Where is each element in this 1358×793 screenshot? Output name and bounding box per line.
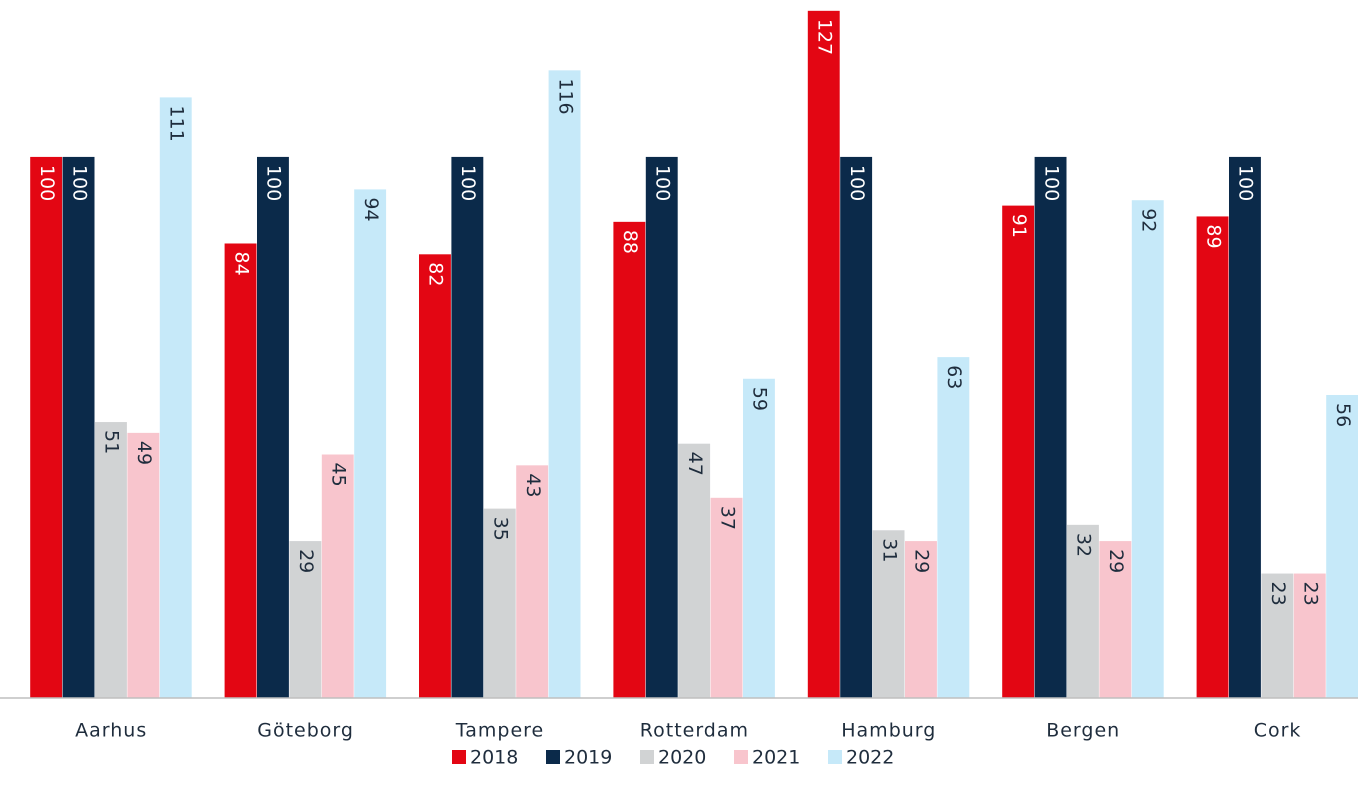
- bar: [1229, 156, 1261, 698]
- legend-label: 2020: [658, 747, 706, 769]
- bar: [95, 422, 127, 698]
- data-label: 29: [911, 549, 933, 573]
- bar: [678, 443, 711, 698]
- bar: [1293, 573, 1326, 698]
- legend-label: 2021: [752, 747, 800, 769]
- x-tick-label: Rotterdam: [640, 720, 749, 742]
- bar: [548, 70, 581, 699]
- data-label: 63: [943, 365, 965, 389]
- data-label: 100: [457, 165, 479, 201]
- data-label: 82: [425, 262, 447, 286]
- bar: [743, 378, 775, 698]
- bar: [1196, 216, 1229, 698]
- data-label: 45: [328, 463, 350, 487]
- x-tick-label: Tampere: [455, 720, 544, 742]
- data-label: 100: [846, 165, 868, 201]
- data-label: 35: [490, 517, 512, 541]
- data-label: 100: [652, 165, 674, 201]
- data-label: 49: [133, 441, 155, 465]
- bar: [127, 432, 160, 698]
- x-tick-label: Aarhus: [75, 720, 147, 742]
- data-label: 31: [878, 538, 900, 562]
- x-tick-label: Bergen: [1046, 720, 1120, 742]
- data-label: 37: [716, 506, 738, 530]
- data-label: 92: [1138, 208, 1160, 232]
- x-tick-label: Göteborg: [257, 720, 354, 742]
- data-label: 89: [1202, 224, 1224, 248]
- data-label: 84: [230, 251, 252, 275]
- data-label: 88: [619, 230, 641, 254]
- bar: [62, 156, 95, 698]
- data-label: 100: [1040, 165, 1062, 201]
- data-label: 100: [68, 165, 90, 201]
- legend-swatch: [734, 750, 748, 764]
- bar: [1326, 394, 1358, 698]
- bar: [807, 10, 840, 698]
- bar: [840, 156, 873, 698]
- legend-label: 2022: [846, 747, 894, 769]
- bar: [872, 530, 905, 698]
- data-label: 100: [1235, 165, 1257, 201]
- data-label: 56: [1332, 403, 1354, 427]
- bar: [1099, 541, 1132, 698]
- data-label: 116: [554, 78, 576, 114]
- bar: [1067, 524, 1099, 698]
- bar: [483, 508, 516, 698]
- bar: [516, 465, 549, 698]
- bar: [613, 221, 646, 698]
- legend-label: 2019: [564, 747, 612, 769]
- legend-swatch: [640, 750, 654, 764]
- bar: [1261, 573, 1294, 698]
- bar: [1002, 205, 1035, 698]
- data-label: 47: [684, 452, 706, 476]
- x-tick-label: Hamburg: [841, 720, 936, 742]
- data-label: 100: [263, 165, 285, 201]
- data-label: 127: [814, 19, 836, 55]
- bar: [224, 243, 257, 698]
- bar: [354, 189, 387, 698]
- data-label: 29: [295, 549, 317, 573]
- data-label: 23: [1267, 582, 1289, 606]
- bar: [710, 497, 743, 698]
- bar: [321, 454, 354, 698]
- data-label: 91: [1008, 214, 1030, 238]
- bar: [289, 541, 322, 698]
- legend-label: 2018: [470, 747, 518, 769]
- bar: [451, 156, 484, 698]
- bar: [1034, 156, 1067, 698]
- bar: [937, 357, 970, 698]
- data-label: 23: [1300, 582, 1322, 606]
- data-label: 29: [1105, 549, 1127, 573]
- bar: [905, 541, 937, 698]
- data-label: 43: [522, 473, 544, 497]
- data-label: 94: [360, 197, 382, 221]
- data-label: 111: [166, 105, 188, 141]
- data-label: 100: [36, 165, 58, 201]
- legend-swatch: [828, 750, 842, 764]
- bar: [645, 156, 678, 698]
- data-label: 59: [749, 387, 771, 411]
- bar: [419, 254, 451, 699]
- bar: [30, 156, 63, 698]
- bar: [1131, 200, 1164, 699]
- legend-swatch: [452, 750, 466, 764]
- legend-swatch: [546, 750, 560, 764]
- bar: [159, 97, 192, 699]
- bar: [257, 156, 289, 698]
- x-tick-label: Cork: [1254, 720, 1302, 742]
- data-label: 51: [101, 430, 123, 454]
- data-label: 32: [1073, 533, 1095, 557]
